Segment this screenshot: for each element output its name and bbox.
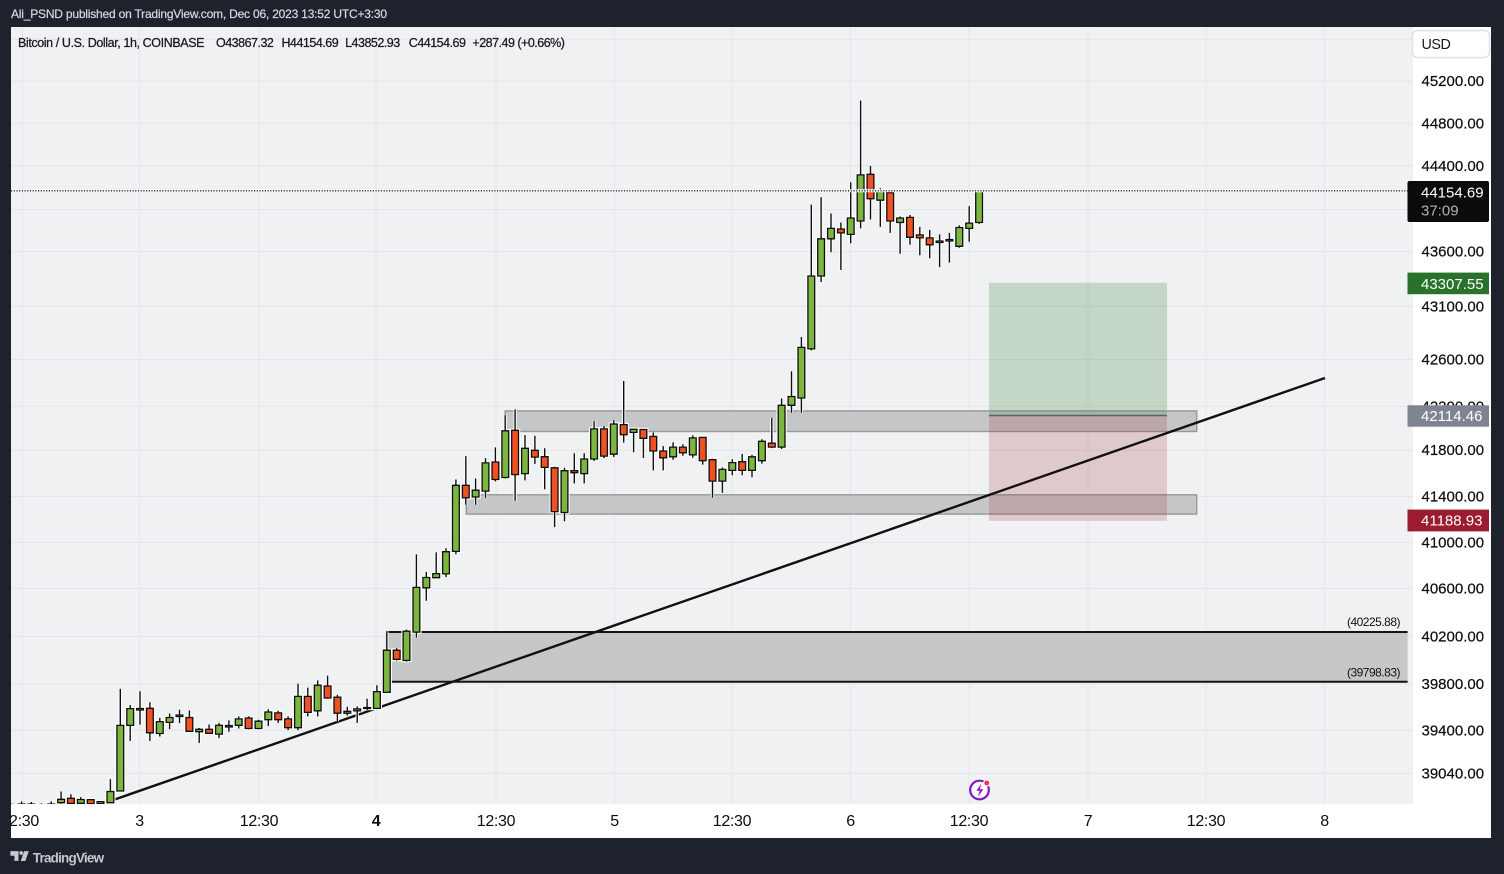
svg-text:12:30: 12:30 bbox=[950, 813, 989, 830]
svg-text:40600.00: 40600.00 bbox=[1422, 581, 1485, 598]
svg-text:Bitcoin / U.S. Dollar, 1h, COI: Bitcoin / U.S. Dollar, 1h, COINBASE bbox=[18, 36, 204, 50]
svg-text:42600.00: 42600.00 bbox=[1422, 352, 1485, 369]
svg-text:41800.00: 41800.00 bbox=[1422, 442, 1485, 459]
svg-text:39400.00: 39400.00 bbox=[1422, 722, 1485, 739]
svg-text:(40225.88): (40225.88) bbox=[1347, 615, 1401, 629]
svg-text:42114.46: 42114.46 bbox=[1421, 408, 1482, 425]
svg-text:TradingView: TradingView bbox=[33, 850, 105, 865]
svg-text:5: 5 bbox=[610, 813, 619, 830]
svg-text:41188.93: 41188.93 bbox=[1421, 513, 1482, 530]
svg-text:44400.00: 44400.00 bbox=[1422, 158, 1485, 175]
svg-text:12:30: 12:30 bbox=[1187, 813, 1226, 830]
svg-text:(39798.83): (39798.83) bbox=[1347, 666, 1401, 680]
svg-text:12:30: 12:30 bbox=[240, 813, 279, 830]
svg-text:39040.00: 39040.00 bbox=[1422, 765, 1485, 782]
svg-text:6: 6 bbox=[846, 813, 855, 830]
svg-text:12:30: 12:30 bbox=[713, 813, 752, 830]
svg-text:44800.00: 44800.00 bbox=[1422, 115, 1485, 132]
svg-text:12:30: 12:30 bbox=[477, 813, 516, 830]
svg-text:40200.00: 40200.00 bbox=[1422, 629, 1485, 646]
svg-text:8: 8 bbox=[1320, 813, 1329, 830]
svg-text:41400.00: 41400.00 bbox=[1422, 489, 1485, 506]
svg-text:USD: USD bbox=[1422, 37, 1451, 53]
svg-text:45200.00: 45200.00 bbox=[1422, 73, 1485, 90]
svg-text:Ali_PSND published on TradingV: Ali_PSND published on TradingView.com, D… bbox=[11, 7, 387, 21]
svg-text:43100.00: 43100.00 bbox=[1422, 298, 1485, 315]
svg-text:44154.69: 44154.69 bbox=[1421, 184, 1484, 201]
svg-text:3: 3 bbox=[135, 813, 144, 830]
svg-text:41000.00: 41000.00 bbox=[1422, 535, 1485, 552]
svg-text:37:09: 37:09 bbox=[1421, 203, 1459, 220]
svg-text:39800.00: 39800.00 bbox=[1422, 676, 1485, 693]
svg-text:43600.00: 43600.00 bbox=[1422, 244, 1485, 261]
svg-text:7: 7 bbox=[1084, 813, 1093, 830]
svg-text:43307.55: 43307.55 bbox=[1421, 276, 1484, 293]
svg-text:2:30: 2:30 bbox=[9, 813, 39, 830]
svg-text:4: 4 bbox=[372, 813, 381, 830]
